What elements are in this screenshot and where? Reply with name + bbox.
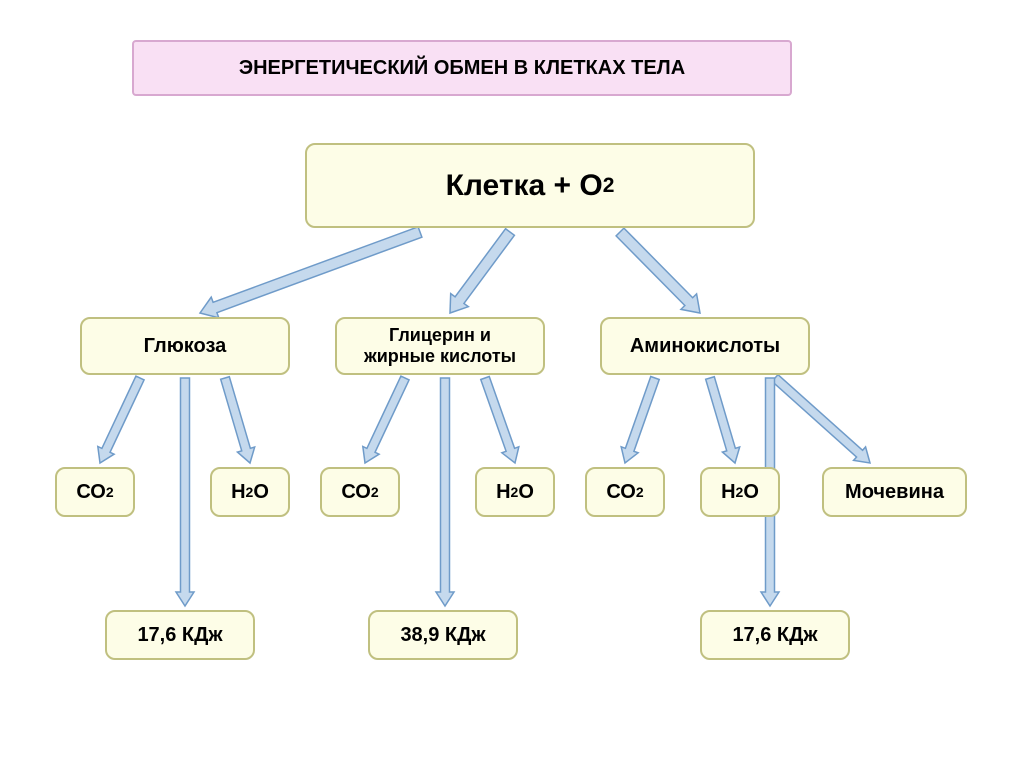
arrow xyxy=(706,377,740,463)
arrow xyxy=(616,228,700,313)
node-amino: Аминокислоты xyxy=(600,317,810,375)
node-title: ЭНЕРГЕТИЧЕСКИЙ ОБМЕН В КЛЕТКАХ ТЕЛА xyxy=(132,40,792,96)
arrow xyxy=(621,377,659,463)
node-co2_3: СО2 xyxy=(585,467,665,517)
node-h2o_2: Н2О xyxy=(475,467,555,517)
arrow xyxy=(176,378,194,606)
arrow xyxy=(200,227,422,318)
node-h2o_1: Н2О xyxy=(210,467,290,517)
node-co2_1: СО2 xyxy=(55,467,135,517)
arrow xyxy=(772,375,870,463)
node-e2: 38,9 КДж xyxy=(368,610,518,660)
node-glucose: Глюкоза xyxy=(80,317,290,375)
arrow xyxy=(481,377,519,463)
node-h2o_3: Н2О xyxy=(700,467,780,517)
arrow xyxy=(450,229,514,313)
node-cell: Клетка + О2 xyxy=(305,143,755,228)
node-e1: 17,6 КДж xyxy=(105,610,255,660)
arrow xyxy=(436,378,454,606)
arrow xyxy=(98,376,144,463)
node-urea: Мочевина xyxy=(822,467,967,517)
node-co2_2: СО2 xyxy=(320,467,400,517)
node-e3: 17,6 КДж xyxy=(700,610,850,660)
arrow xyxy=(363,376,409,463)
arrow xyxy=(221,377,255,463)
node-glycerin: Глицерин и жирные кислоты xyxy=(335,317,545,375)
